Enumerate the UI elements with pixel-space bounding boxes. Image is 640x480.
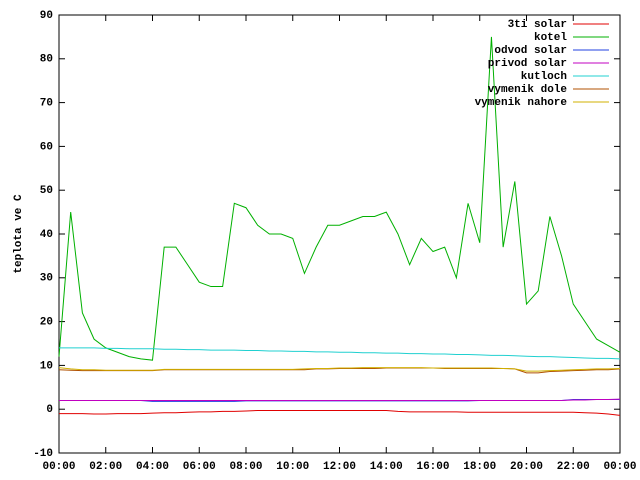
legend-label: kotel [534,32,567,44]
y-tick-label: 30 [40,273,53,285]
x-tick-label: 10:00 [276,461,309,473]
legend-label: odvod solar [494,45,567,57]
y-tick-label: 80 [40,54,53,66]
x-tick-label: 12:00 [323,461,356,473]
y-tick-label: 60 [40,141,53,153]
series-line [59,347,621,360]
x-tick-label: 22:00 [557,461,590,473]
legend-label: vymenik nahore [475,97,568,109]
y-tick-label: 50 [40,185,53,197]
x-tick-label: 00:00 [603,461,636,473]
y-tick-label: 10 [40,360,53,372]
x-tick-label: 18:00 [463,461,496,473]
x-tick-label: 00:00 [42,461,75,473]
y-tick-label: 40 [40,229,53,241]
y-tick-label: -10 [33,448,53,460]
series-line [58,367,621,372]
series-line [58,36,621,361]
series-line [59,410,621,416]
x-tick-label: 14:00 [370,461,403,473]
x-tick-label: 08:00 [229,461,262,473]
x-tick-label: 16:00 [416,461,449,473]
y-tick-label: 0 [46,404,53,416]
legend-label: kutloch [521,71,567,83]
x-tick-label: 04:00 [136,461,169,473]
legend-label: 3ti solar [508,19,567,31]
legend-label: privod solar [488,58,567,70]
x-tick-label: 02:00 [89,461,122,473]
legend-label: vymenik dole [488,84,568,96]
series-line [59,398,621,401]
y-tick-label: 90 [40,10,53,22]
x-tick-label: 20:00 [510,461,543,473]
x-tick-label: 06:00 [183,461,216,473]
y-axis-label: teplota ve C [13,194,25,274]
y-tick-label: 70 [40,98,53,110]
y-tick-label: 20 [40,317,53,329]
